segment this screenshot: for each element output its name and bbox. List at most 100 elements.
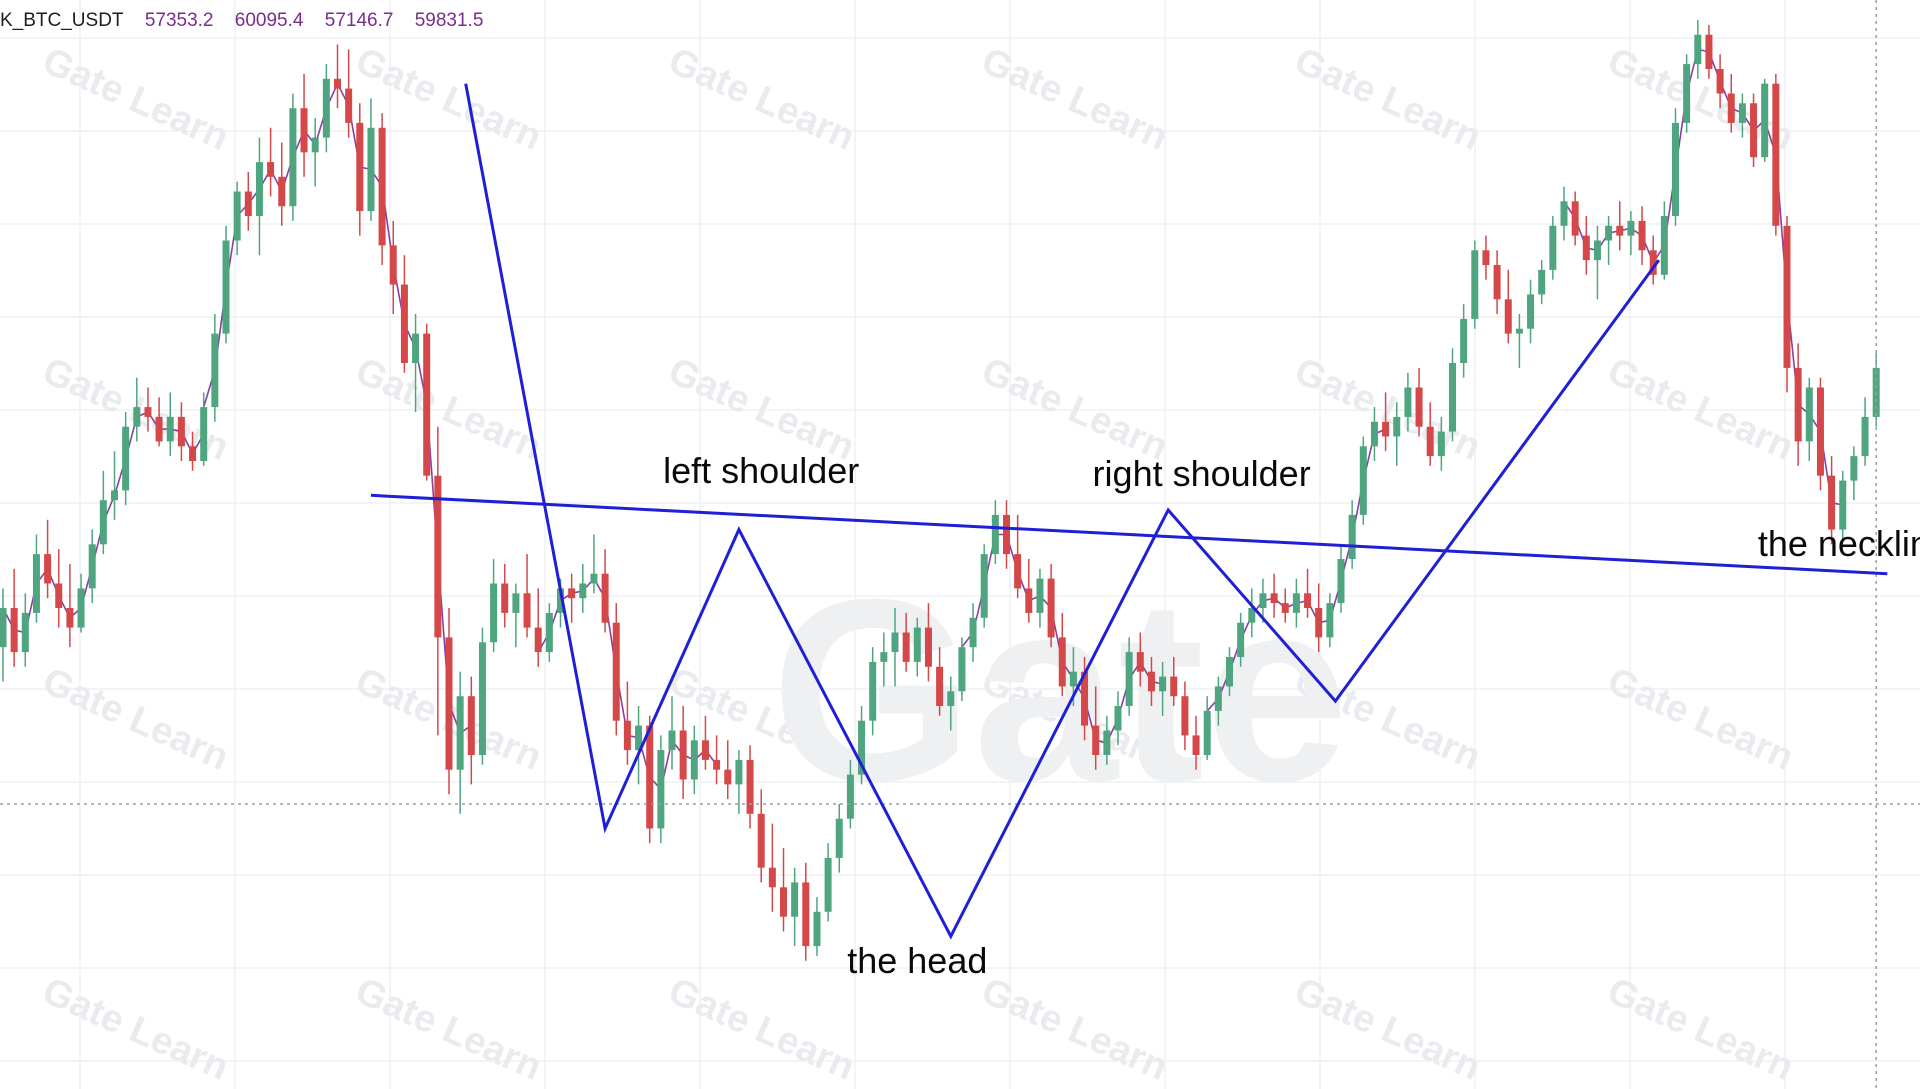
- candle-body: [1605, 225, 1613, 241]
- candle: [1181, 681, 1189, 751]
- candle-body: [657, 750, 665, 829]
- candle: [1861, 397, 1869, 466]
- candle: [1694, 20, 1702, 79]
- candle-body: [1047, 578, 1055, 638]
- candle-body: [545, 612, 553, 653]
- candle: [378, 113, 386, 265]
- candle-body: [846, 774, 854, 819]
- candle: [679, 706, 687, 800]
- candle-body: [222, 240, 230, 334]
- candle-body: [378, 127, 386, 246]
- candle-body: [1816, 387, 1824, 476]
- candle: [189, 431, 197, 471]
- candle-body: [1315, 608, 1323, 638]
- candle: [1147, 657, 1155, 706]
- candle: [1839, 470, 1847, 540]
- candle: [289, 93, 297, 221]
- watermark-logo: Gate: [771, 546, 1349, 836]
- candle-body: [936, 666, 944, 706]
- candle-body: [445, 637, 453, 770]
- candle: [512, 583, 520, 648]
- candle-body: [1449, 363, 1456, 432]
- candle-body: [255, 162, 263, 216]
- candle-body: [1694, 34, 1702, 65]
- candle: [802, 862, 810, 961]
- candle: [534, 588, 542, 667]
- candle-body: [1281, 603, 1289, 613]
- candle-body: [824, 857, 832, 912]
- candle: [166, 392, 174, 457]
- gate-watermark: Gate Learn Gate Learn Gate Learn Gate Learn…: [36, 40, 1920, 1089]
- candle: [1415, 367, 1423, 437]
- candle: [768, 823, 776, 912]
- candle: [1515, 314, 1523, 368]
- candle: [869, 647, 877, 736]
- candle: [1304, 568, 1312, 618]
- candle: [1281, 588, 1289, 623]
- candle: [1058, 612, 1066, 697]
- candle: [412, 314, 420, 412]
- candle: [445, 608, 453, 795]
- candle-body: [679, 730, 687, 780]
- candle: [345, 49, 353, 138]
- watermark-tile: Gate Learn: [36, 40, 234, 159]
- candle: [21, 593, 29, 667]
- candle: [1605, 216, 1613, 265]
- candle-body: [1705, 34, 1713, 69]
- candle: [434, 426, 442, 736]
- ohlc-header: K_BTC_USDT 57353.2 60095.4 57146.7 59831…: [0, 10, 499, 32]
- candle-body: [412, 333, 420, 363]
- candle: [1136, 632, 1144, 687]
- candle-body: [1292, 593, 1300, 613]
- candle-body: [1738, 103, 1746, 123]
- candle-body: [1861, 416, 1869, 457]
- candle-body: [1426, 426, 1434, 457]
- watermark-tile: Gate Learn: [1914, 660, 1920, 779]
- candle-body: [1582, 235, 1590, 261]
- candle-body: [590, 573, 598, 584]
- candle: [1672, 108, 1679, 226]
- candle-body: [233, 191, 241, 241]
- candle-body: [1404, 387, 1412, 417]
- symbol-label[interactable]: K_BTC_USDT: [0, 10, 124, 31]
- candle-body: [66, 608, 74, 628]
- candle-body: [400, 284, 408, 363]
- candle-body: [278, 176, 286, 207]
- candle-body: [1727, 93, 1735, 123]
- candle-body: [55, 583, 63, 608]
- candle-body: [802, 882, 810, 947]
- candle: [10, 568, 18, 667]
- open-value: 57353.2: [144, 10, 214, 31]
- candle: [99, 470, 107, 555]
- candle: [936, 647, 944, 716]
- candle-body: [1136, 652, 1144, 672]
- candle: [77, 573, 85, 633]
- candle: [668, 696, 676, 770]
- candle: [1404, 372, 1412, 432]
- candle: [1292, 578, 1300, 628]
- candle: [1226, 647, 1233, 697]
- candle: [824, 843, 832, 922]
- candle-body: [913, 627, 921, 662]
- candle: [1805, 377, 1813, 461]
- candle-body: [1839, 480, 1847, 530]
- candle-body: [947, 691, 955, 706]
- candle: [958, 637, 966, 702]
- candle-body: [902, 632, 910, 662]
- watermark-tile: Gate Learn: [1914, 40, 1920, 159]
- candle-body: [780, 887, 787, 917]
- candle-body: [969, 617, 977, 648]
- candle-body: [1248, 608, 1256, 623]
- candle: [1471, 240, 1479, 329]
- annotation-the-neckline: the neckline: [1757, 523, 1920, 565]
- candle: [177, 402, 185, 461]
- candle-body: [1237, 622, 1245, 657]
- candle: [969, 603, 977, 662]
- candle: [322, 64, 330, 153]
- candle-body: [122, 426, 130, 491]
- candle-body: [1304, 593, 1312, 608]
- low-value: 57146.7: [324, 10, 394, 31]
- candle-body: [144, 407, 152, 417]
